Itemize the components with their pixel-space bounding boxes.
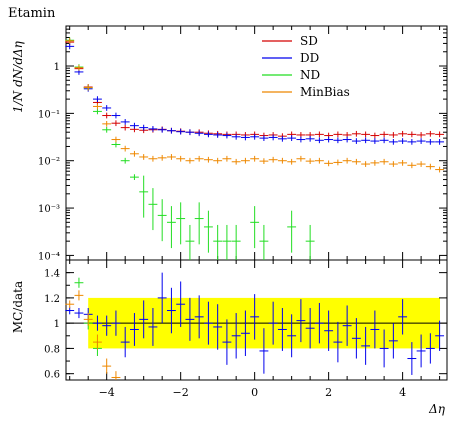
legend-label-dd: DD <box>300 51 319 65</box>
y-tick-label-main: 10⁻¹ <box>38 109 60 120</box>
y-tick-label-ratio: 1.2 <box>44 294 60 305</box>
x-axis-label: Δη <box>429 402 445 416</box>
y-tick-label-main: 1 <box>54 62 60 73</box>
x-tick-label: 4 <box>399 386 406 399</box>
plot-title: Etamin <box>8 6 56 21</box>
legend-label-minbias: MinBias <box>300 85 350 99</box>
y-tick-label-main: 10⁻⁴ <box>38 251 60 262</box>
y-tick-label-ratio: 1 <box>54 319 60 330</box>
x-tick-label: −2 <box>173 386 189 399</box>
y-tick-label-ratio: 1.4 <box>44 269 60 280</box>
x-tick-label: 0 <box>251 386 258 399</box>
y-tick-label-ratio: 0.6 <box>44 370 60 381</box>
legend-label-sd: SD <box>300 34 318 48</box>
y-tick-label-main: 10⁻³ <box>38 204 60 215</box>
x-tick-label: −4 <box>99 386 115 399</box>
main-panel-frame <box>65 25 448 261</box>
legend-label-nd: ND <box>300 68 320 82</box>
y-tick-label-ratio: 0.8 <box>44 344 60 355</box>
x-tick-label: 2 <box>325 386 332 399</box>
ratio-panel-frame <box>65 259 448 381</box>
y-tick-label-main: 10⁻² <box>38 157 60 168</box>
